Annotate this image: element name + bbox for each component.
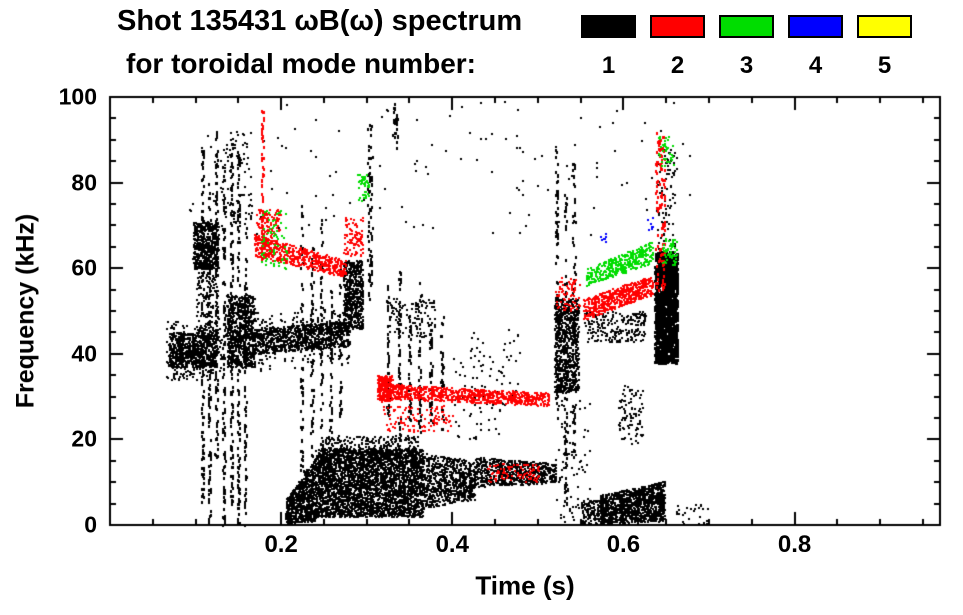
legend-label-mode-5: 5 bbox=[877, 52, 892, 79]
y-axis-label: Frequency (kHz) bbox=[11, 213, 40, 409]
legend-label-mode-1: 1 bbox=[601, 52, 616, 79]
legend-swatch-mode-4 bbox=[788, 15, 843, 38]
legend-labels: 1 2 3 4 5 bbox=[581, 52, 912, 80]
legend bbox=[581, 15, 912, 38]
chart-subtitle: for toroidal mode number: bbox=[126, 48, 476, 79]
x-axis-label: Time (s) bbox=[475, 570, 575, 601]
legend-swatch-mode-3 bbox=[719, 15, 774, 38]
legend-label-mode-3: 3 bbox=[739, 52, 754, 79]
legend-swatch-mode-1 bbox=[581, 15, 636, 38]
legend-label-mode-4: 4 bbox=[808, 52, 823, 79]
legend-swatch-mode-2 bbox=[650, 15, 705, 38]
chart-title: Shot 135431 ωB(ω) spectrum bbox=[117, 5, 523, 37]
legend-swatch-mode-5 bbox=[857, 15, 912, 38]
legend-label-mode-2: 2 bbox=[670, 52, 685, 79]
